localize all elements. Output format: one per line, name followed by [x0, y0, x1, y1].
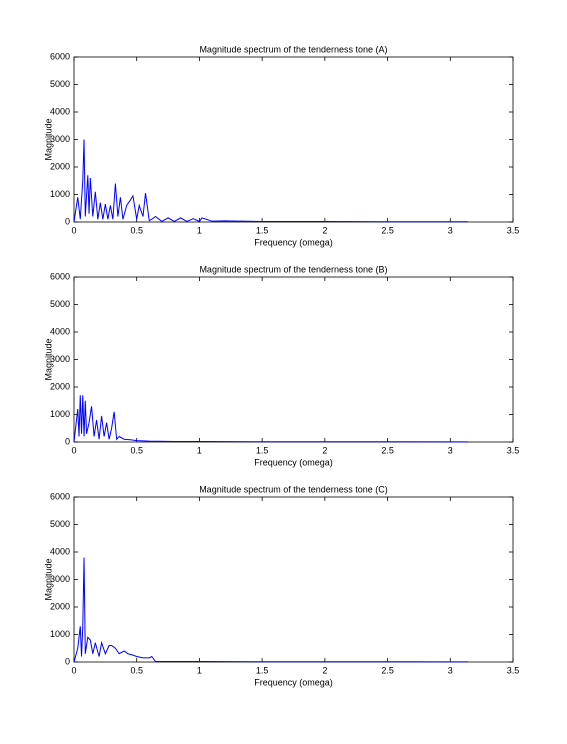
- x-tick-label: 3.5: [507, 225, 520, 235]
- x-axis-label: Frequency (omega): [254, 677, 333, 687]
- y-tick-label: 4000: [50, 326, 70, 336]
- x-tick-label: 0.5: [130, 665, 143, 675]
- axes-frame: [73, 496, 514, 663]
- y-axis-label: Magnitude: [43, 118, 53, 160]
- chart-title: Magnitude spectrum of the tenderness ton…: [199, 484, 388, 494]
- x-tick-label: 1: [197, 445, 202, 455]
- y-tick-label: 4000: [50, 546, 70, 556]
- y-tick-label: 2000: [50, 601, 70, 611]
- x-tick-label: 1: [197, 225, 202, 235]
- y-tick-label: 5000: [50, 519, 70, 529]
- y-tick-label: 2000: [50, 161, 70, 171]
- x-axis-label: Frequency (omega): [254, 457, 333, 467]
- x-tick-label: 0: [71, 665, 76, 675]
- spectrum-line: [73, 395, 468, 443]
- y-tick-label: 6000: [50, 491, 70, 501]
- x-tick-label: 1.5: [256, 445, 269, 455]
- x-tick-label: 3.5: [507, 445, 520, 455]
- x-tick-label: 3: [448, 225, 453, 235]
- x-tick-label: 3: [448, 665, 453, 675]
- chart-title: Magnitude spectrum of the tenderness ton…: [199, 264, 387, 274]
- y-tick-label: 0: [65, 656, 70, 666]
- x-tick-label: 1.5: [256, 225, 269, 235]
- spectrum-line: [73, 557, 468, 663]
- y-tick-label: 3000: [50, 134, 70, 144]
- x-tick-label: 1: [197, 665, 202, 675]
- y-tick-label: 1000: [50, 189, 70, 199]
- y-tick-label: 3000: [50, 574, 70, 584]
- x-axis-label: Frequency (omega): [254, 237, 333, 247]
- y-tick-label: 1000: [50, 409, 70, 419]
- x-tick-label: 0: [71, 225, 76, 235]
- axes-frame: [73, 56, 514, 223]
- y-tick-label: 3000: [50, 354, 70, 364]
- y-tick-label: 2000: [50, 381, 70, 391]
- y-tick-label: 0: [65, 436, 70, 446]
- x-tick-label: 0: [71, 445, 76, 455]
- chart-title: Magnitude spectrum of the tenderness ton…: [199, 44, 387, 54]
- y-tick-label: 4000: [50, 106, 70, 116]
- y-tick-label: 1000: [50, 629, 70, 639]
- y-tick-label: 5000: [50, 79, 70, 89]
- x-tick-label: 2.5: [381, 445, 394, 455]
- y-tick-label: 6000: [50, 271, 70, 281]
- spectrum-line: [73, 139, 468, 223]
- x-tick-label: 3.5: [507, 665, 520, 675]
- x-tick-label: 0.5: [130, 225, 143, 235]
- y-axis-label: Magnitude: [43, 338, 53, 380]
- x-tick-label: 1.5: [256, 665, 269, 675]
- y-tick-label: 6000: [50, 51, 70, 61]
- axes-frame: [73, 276, 514, 443]
- x-tick-label: 2.5: [381, 665, 394, 675]
- x-tick-label: 2: [322, 225, 327, 235]
- y-axis-label: Magnitude: [43, 558, 53, 600]
- y-tick-label: 5000: [50, 299, 70, 309]
- x-tick-label: 0.5: [130, 445, 143, 455]
- x-tick-label: 2: [322, 665, 327, 675]
- x-tick-label: 2.5: [381, 225, 394, 235]
- x-tick-label: 3: [448, 445, 453, 455]
- x-tick-label: 2: [322, 445, 327, 455]
- y-tick-label: 0: [65, 216, 70, 226]
